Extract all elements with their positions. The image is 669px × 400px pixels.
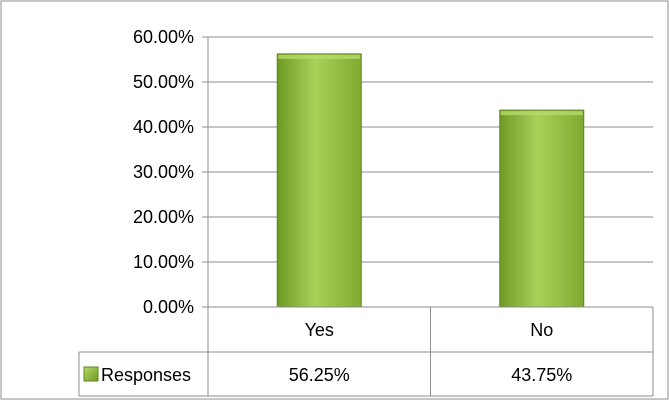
y-tick-label: 10.00% — [133, 252, 194, 272]
y-tick-label: 30.00% — [133, 162, 194, 182]
y-axis-ticks: 0.00% 10.00% 20.00% 30.00% 40.00% 50.00% 60.00… — [133, 27, 194, 317]
x-category-label: Yes — [305, 320, 334, 340]
bar-yes — [276, 53, 362, 308]
bar-highlight — [500, 111, 583, 116]
legend-swatch — [83, 366, 99, 382]
data-label: 43.75% — [511, 365, 572, 385]
bar-no — [499, 109, 585, 308]
y-tick-label: 40.00% — [133, 117, 194, 137]
y-tick-label: 50.00% — [133, 72, 194, 92]
y-tick-label: 60.00% — [133, 27, 194, 47]
y-tick-label: 0.00% — [143, 297, 194, 317]
data-label: 56.25% — [289, 365, 350, 385]
bar-highlight — [278, 54, 361, 59]
legend-series-name: Responses — [101, 365, 191, 385]
y-tick-label: 20.00% — [133, 207, 194, 227]
data-table: Yes No Responses 56.25% 43.75% — [78, 306, 654, 397]
x-category-label: No — [530, 320, 553, 340]
bars — [276, 53, 585, 308]
